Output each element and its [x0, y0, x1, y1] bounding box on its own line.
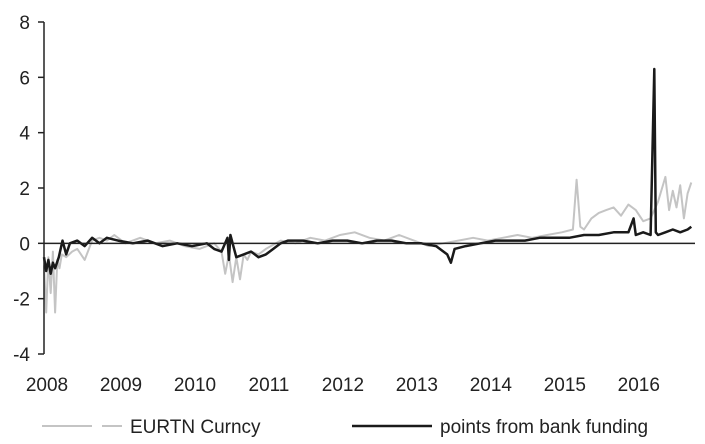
y-tick-label: 2	[19, 179, 30, 200]
x-tick-label: 2012	[322, 375, 364, 396]
x-tick-label: 2010	[174, 375, 216, 396]
series-line-eurtn	[43, 175, 693, 314]
series-line-bank-funding	[42, 67, 693, 276]
y-tick-label: 4	[19, 124, 30, 145]
x-axis-ticks: 2008 2009 2010 2011 2012 2013 2014 2015 2016	[26, 375, 660, 396]
x-tick-label: 2016	[618, 375, 660, 396]
legend-label-bank-funding: points from bank funding	[440, 417, 648, 438]
x-tick-label: 2013	[396, 375, 438, 396]
series-layer	[42, 67, 693, 314]
y-tick-label: -4	[13, 345, 30, 366]
y-axis-ticks: -4 -2 0 2 4 6 8	[13, 13, 44, 366]
x-tick-label: 2011	[249, 375, 290, 396]
x-tick-label: 2015	[544, 375, 586, 396]
y-tick-label: -2	[13, 290, 30, 311]
x-tick-label: 2009	[100, 375, 142, 396]
y-tick-label: 8	[19, 13, 30, 34]
y-tick-label: 6	[19, 68, 30, 89]
x-tick-label: 2014	[470, 375, 513, 396]
legend-label-eurtn: EURTN Curncy	[130, 417, 261, 438]
y-tick-label: 0	[19, 234, 30, 255]
legend: EURTN Curncy points from bank funding	[42, 417, 648, 438]
x-tick-label: 2008	[26, 375, 68, 396]
